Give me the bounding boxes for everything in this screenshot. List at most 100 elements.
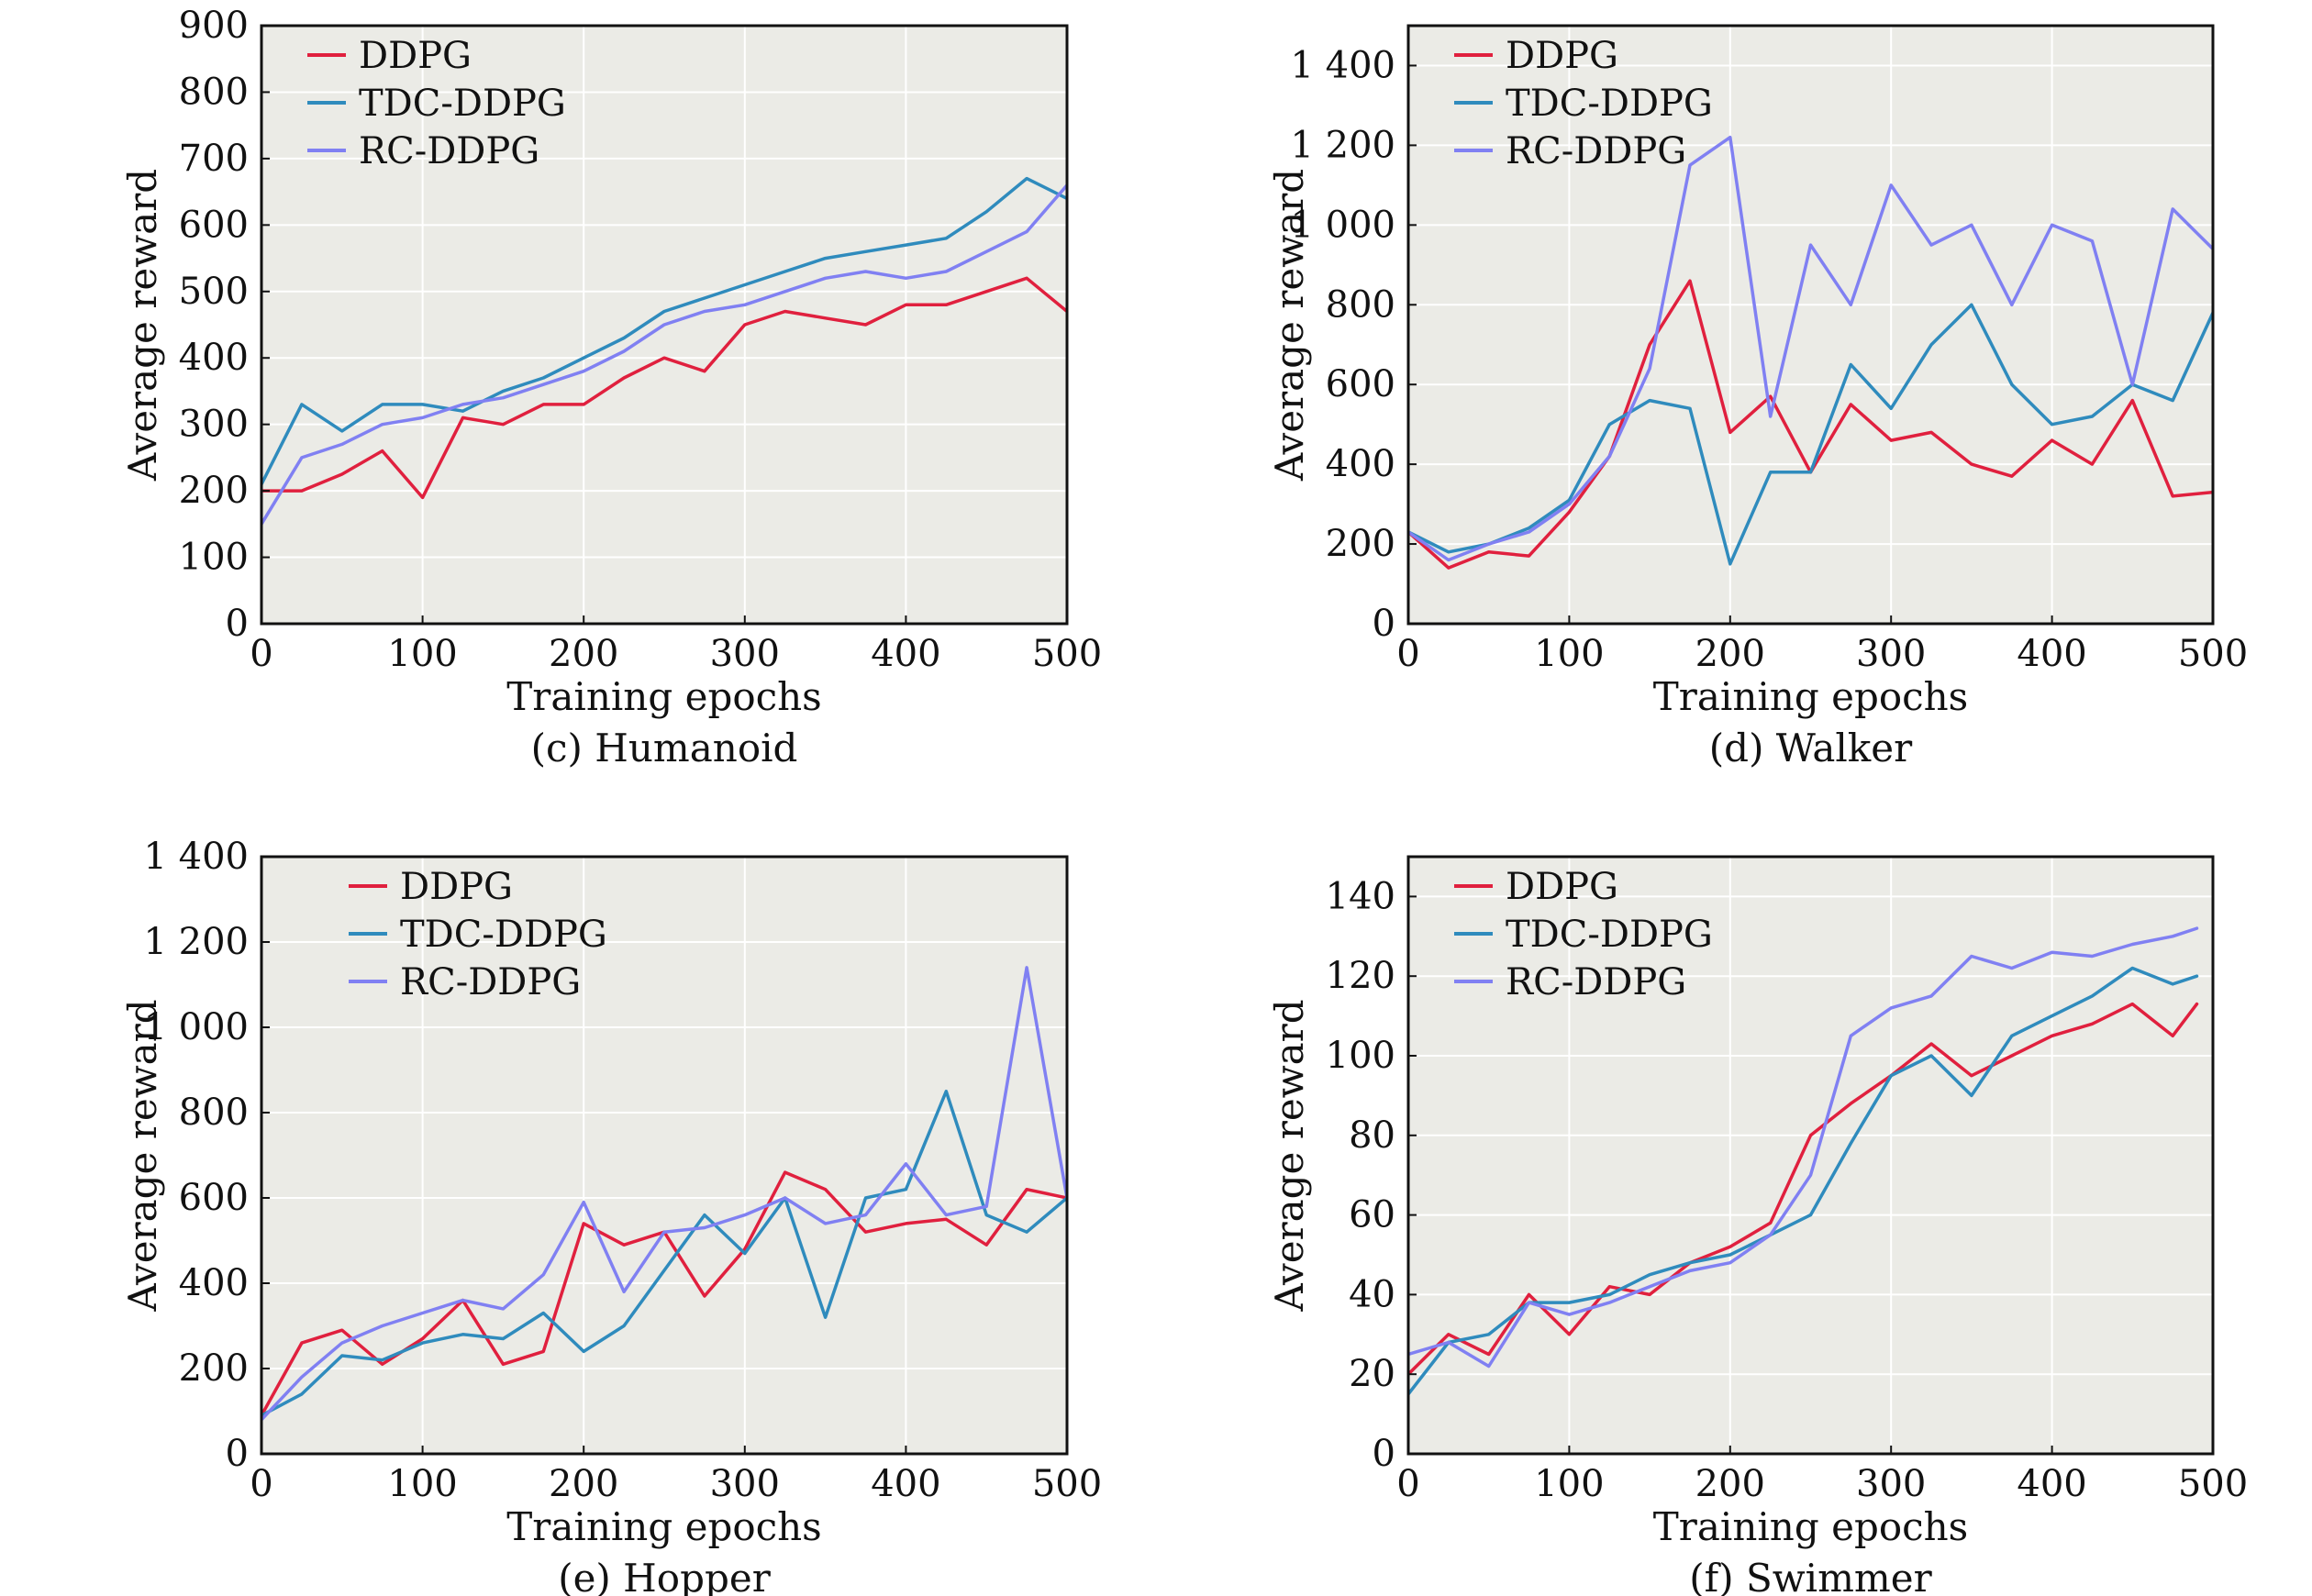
legend-label: RC-DDPG xyxy=(1506,961,1686,1003)
data-point xyxy=(2195,974,2199,979)
data-point xyxy=(622,375,627,380)
y-axis-title: Average reward xyxy=(120,169,165,482)
data-point xyxy=(1607,1292,1612,1297)
data-point xyxy=(1768,414,1773,418)
data-point xyxy=(1567,1301,1572,1305)
data-point xyxy=(1025,1187,1029,1191)
data-point xyxy=(823,1221,828,1225)
data-point xyxy=(1025,229,1029,234)
data-point xyxy=(2009,1034,2014,1038)
data-point xyxy=(1687,163,1692,168)
data-point xyxy=(1768,1221,1773,1225)
data-point xyxy=(1728,561,1732,566)
x-tick-label: 400 xyxy=(871,1463,940,1505)
data-point xyxy=(742,303,747,307)
y-tick-label: 40 xyxy=(1349,1273,1395,1315)
legend-label: RC-DDPG xyxy=(1506,130,1686,172)
y-tick-label: 200 xyxy=(179,470,249,512)
data-point xyxy=(622,1243,627,1247)
series-line-rc-ddpg xyxy=(261,183,1067,526)
data-point xyxy=(863,1213,868,1217)
data-point xyxy=(1648,398,1652,403)
x-tick-label: 300 xyxy=(1856,633,1926,675)
y-tick-label: 300 xyxy=(179,404,249,446)
data-point xyxy=(1889,438,1894,443)
data-point xyxy=(339,1328,344,1333)
data-point xyxy=(742,1213,747,1217)
data-point xyxy=(622,1290,627,1294)
data-point xyxy=(904,1187,908,1191)
data-point xyxy=(339,428,344,433)
data-point xyxy=(501,1362,506,1367)
y-tick-label: 60 xyxy=(1349,1194,1395,1236)
data-point xyxy=(299,1391,304,1396)
data-point xyxy=(1969,1093,1973,1098)
data-point xyxy=(299,489,304,493)
data-point xyxy=(1486,1352,1491,1357)
data-point xyxy=(1929,1054,1934,1058)
data-point xyxy=(380,422,384,427)
data-point xyxy=(2050,950,2054,955)
data-point xyxy=(1969,223,1973,227)
data-point xyxy=(2195,1002,2199,1006)
legend-label: DDPG xyxy=(400,866,513,908)
data-point xyxy=(2050,1014,2054,1018)
data-point xyxy=(461,402,465,406)
y-tick-label: 100 xyxy=(1326,1035,1395,1077)
x-tick-label: 200 xyxy=(1695,1463,1765,1505)
y-tick-label: 20 xyxy=(1349,1353,1395,1395)
data-point xyxy=(420,402,425,406)
data-point xyxy=(582,369,586,373)
y-tick-label: 800 xyxy=(179,1092,249,1134)
y-tick-label: 800 xyxy=(179,71,249,113)
data-point xyxy=(420,495,425,500)
series-line-tdc-ddpg xyxy=(1408,303,2213,566)
data-point xyxy=(1728,1253,1732,1258)
data-point xyxy=(1648,1292,1652,1297)
data-point xyxy=(461,1298,465,1302)
data-point xyxy=(1648,1284,1652,1289)
data-point xyxy=(1808,243,1813,248)
data-point xyxy=(783,309,787,314)
y-axis-title: Average reward xyxy=(1267,999,1312,1312)
data-point xyxy=(904,303,908,307)
data-point xyxy=(1567,1332,1572,1336)
data-point xyxy=(1889,1073,1894,1078)
data-point xyxy=(904,1221,908,1225)
data-point xyxy=(622,349,627,353)
data-point xyxy=(2050,422,2054,427)
chart-panel-1: 0 100 200 300 400 500 600 700 800 900 0 100 200 300 40… xyxy=(120,5,1102,770)
data-point xyxy=(823,1315,828,1320)
data-point xyxy=(582,402,586,406)
data-point xyxy=(904,243,908,248)
data-point xyxy=(420,1336,425,1341)
y-tick-label: 400 xyxy=(179,1262,249,1304)
plot-frame xyxy=(260,855,1069,1456)
series-line-tdc-ddpg xyxy=(261,176,1067,486)
data-point xyxy=(1648,342,1652,347)
data-point xyxy=(2171,398,2175,403)
data-point xyxy=(1889,406,1894,411)
x-tick-label: 400 xyxy=(2017,633,2086,675)
chart-panel-4: 0 20 40 60 80 100 120 140 0 100 200 300 400 500 Traini… xyxy=(1267,855,2248,1596)
chart-panel-3: 0 200 400 600 800 1 000 1 200 1 400 0 100 200 300 40… xyxy=(120,836,1102,1596)
data-point xyxy=(1728,1245,1732,1249)
data-point xyxy=(1808,470,1813,474)
data-point xyxy=(2090,414,2095,418)
data-point xyxy=(1567,502,1572,506)
x-tick-label: 100 xyxy=(387,633,457,675)
series-line-rc-ddpg xyxy=(261,966,1067,1422)
data-point xyxy=(1025,176,1029,181)
data-point xyxy=(1607,1284,1612,1289)
y-tick-label: 0 xyxy=(226,603,249,645)
x-tick-label: 500 xyxy=(1032,1463,1102,1505)
data-point xyxy=(1768,470,1773,474)
data-point xyxy=(742,323,747,327)
data-point xyxy=(501,395,506,400)
data-point xyxy=(339,472,344,477)
data-point xyxy=(2171,934,2175,938)
data-point xyxy=(1446,558,1451,562)
data-point xyxy=(944,236,949,240)
data-point xyxy=(2009,474,2014,479)
